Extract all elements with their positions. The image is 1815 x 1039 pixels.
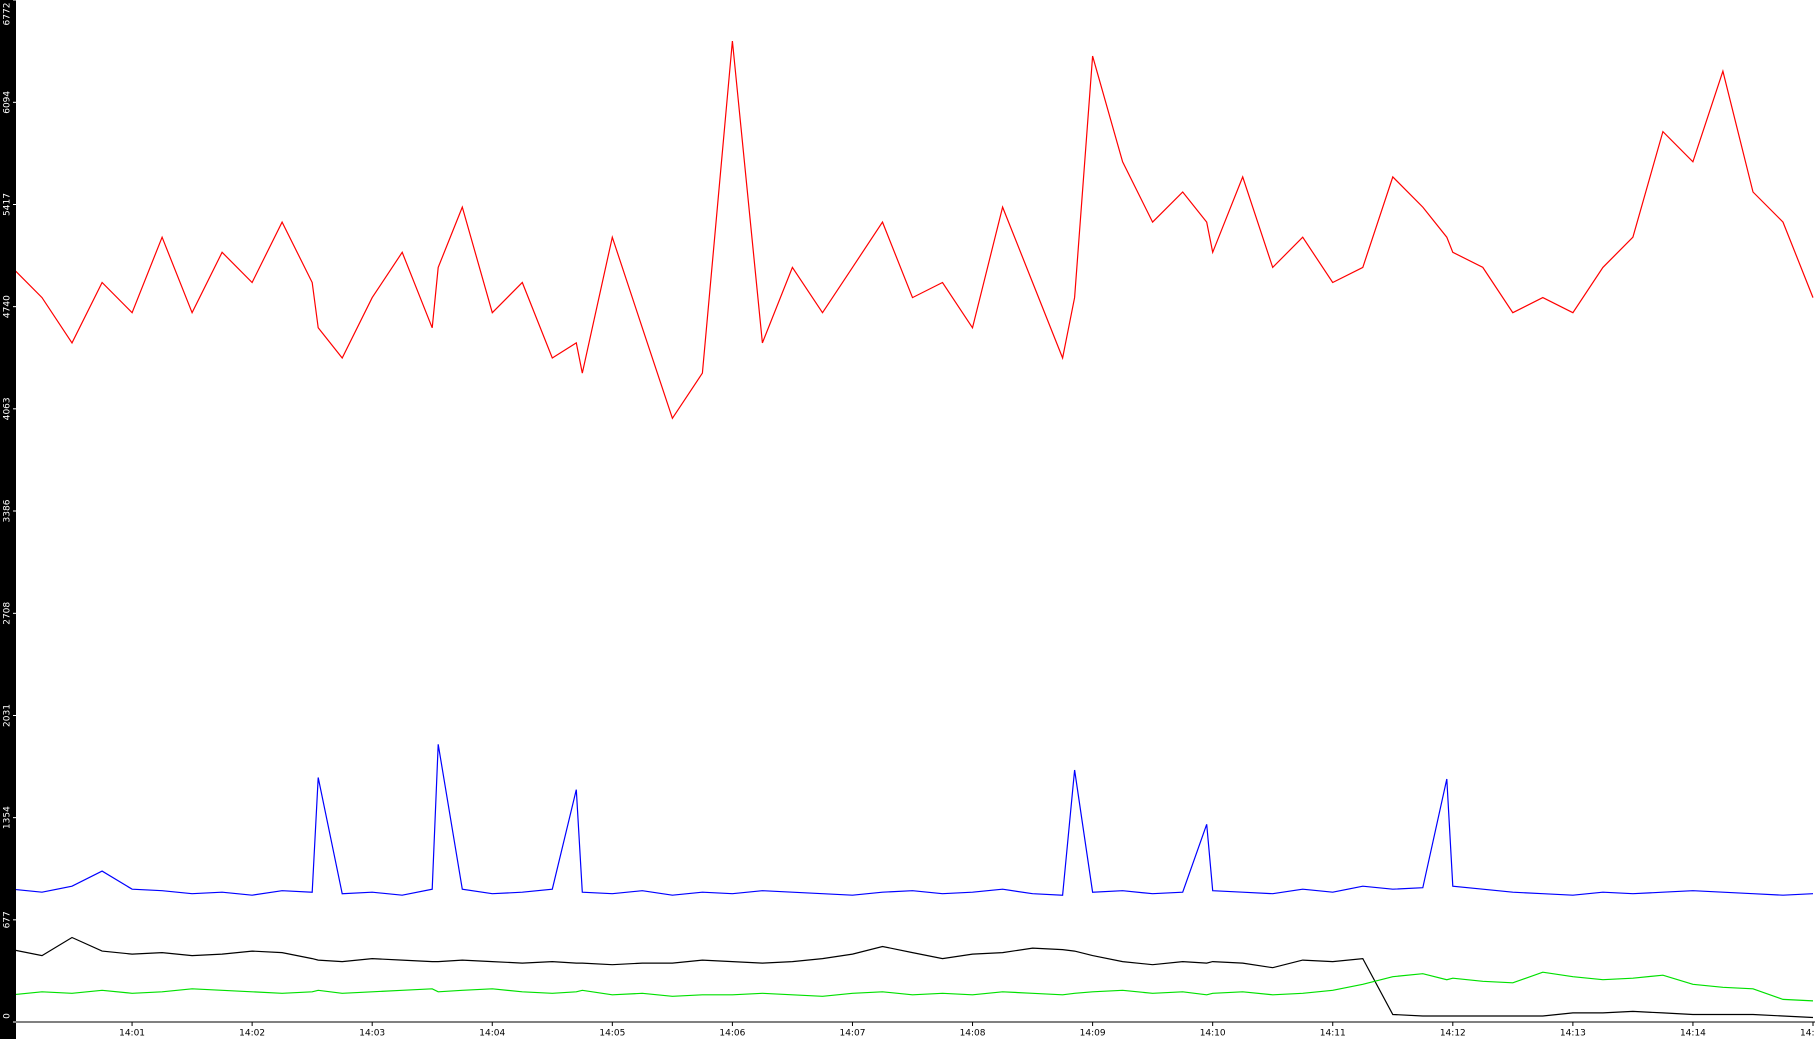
series-line bbox=[11, 971, 1814, 1002]
x-tick-label: 14:06 bbox=[719, 1029, 745, 1039]
x-tick-label: 14:02 bbox=[239, 1029, 265, 1039]
series-line bbox=[11, 40, 1814, 420]
x-tick-label: 14:14 bbox=[1680, 1029, 1706, 1039]
x-tick-label: 14:05 bbox=[599, 1029, 625, 1039]
x-tick-label: 14:08 bbox=[960, 1029, 986, 1039]
x-tick-label: 14:03 bbox=[359, 1029, 385, 1039]
x-tick-label: 14:01 bbox=[119, 1029, 145, 1039]
y-tick-label: 2031 bbox=[3, 704, 13, 727]
x-tick-label: 14:12 bbox=[1440, 1029, 1466, 1039]
x-tick-label: 14:04 bbox=[479, 1029, 505, 1039]
y-tick-label: 677 bbox=[3, 911, 13, 928]
x-tick-label: 14:13 bbox=[1560, 1029, 1586, 1039]
y-axis-band bbox=[0, 0, 16, 1039]
plot-area bbox=[11, 40, 1814, 1019]
y-tick-label: 4063 bbox=[3, 397, 13, 420]
y-tick-label: 5417 bbox=[3, 193, 13, 216]
y-tick-label: 6094 bbox=[3, 91, 13, 114]
y-tick-label: 3386 bbox=[3, 499, 13, 522]
axes: 0 677 1354 2031 2708 3386 4063 4740 5417 6094 6772… bbox=[3, 0, 1815, 1039]
series-line bbox=[11, 744, 1814, 896]
x-tick-label: 14:09 bbox=[1080, 1029, 1106, 1039]
x-tick-label: 14:07 bbox=[839, 1029, 865, 1039]
y-tick-label: 0 bbox=[3, 1013, 13, 1019]
y-tick-label: 4740 bbox=[3, 295, 13, 318]
series-line bbox=[11, 936, 1814, 1019]
y-tick-label: 1354 bbox=[3, 806, 13, 829]
x-tick-label: 14:11 bbox=[1320, 1029, 1346, 1039]
y-tick-label: 2708 bbox=[3, 602, 13, 625]
y-tick-label: 6772 bbox=[3, 3, 13, 26]
x-tick-label: 14:10 bbox=[1200, 1029, 1226, 1039]
x-tick-label: 14:15 bbox=[1800, 1029, 1815, 1039]
